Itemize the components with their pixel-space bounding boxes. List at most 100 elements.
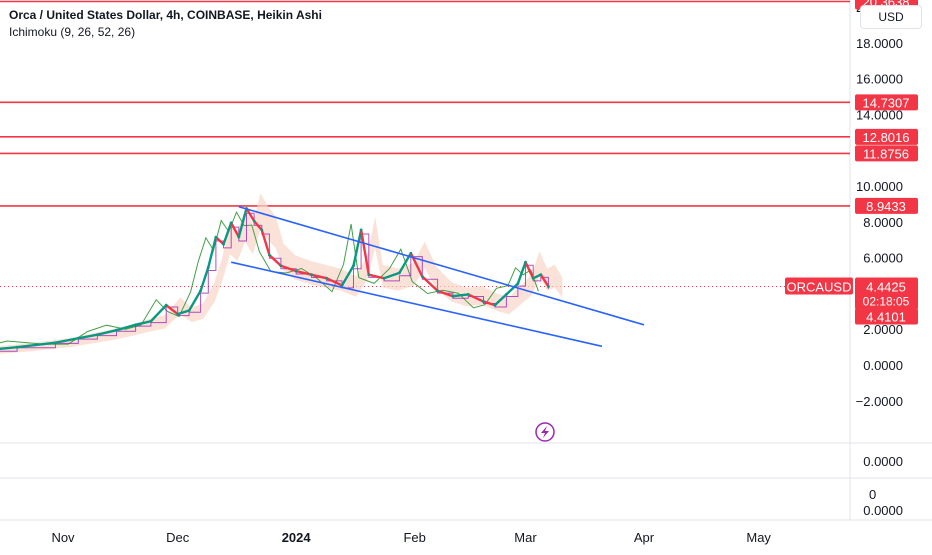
price-point xyxy=(115,328,118,332)
current-price-tag xyxy=(855,277,918,310)
price-segment xyxy=(245,207,256,223)
pane1-label: 0.0000 xyxy=(863,454,903,469)
price-segment xyxy=(54,337,80,344)
price-segment xyxy=(352,228,363,267)
level-tag xyxy=(855,94,918,111)
level-tag-label: 14.7307 xyxy=(863,95,910,110)
price-segment xyxy=(279,264,298,273)
y-tick-label: 16.0000 xyxy=(856,72,903,87)
price-segment xyxy=(260,228,271,257)
price-point xyxy=(516,282,520,286)
currency-button[interactable]: USD xyxy=(860,5,922,29)
price-segment xyxy=(134,320,153,327)
price-point xyxy=(359,228,363,232)
price-point xyxy=(252,219,256,223)
price-segment xyxy=(505,282,520,296)
level-tag-label: 20.3638 xyxy=(863,0,910,9)
price-segment xyxy=(96,329,118,336)
price-point xyxy=(451,294,455,298)
level-tag-label: 12.8016 xyxy=(863,130,910,145)
price-point xyxy=(325,276,329,280)
symbol-tag xyxy=(785,277,853,295)
price-segment xyxy=(187,289,202,312)
price-segment xyxy=(451,293,470,298)
price-point xyxy=(229,221,233,225)
price-segment xyxy=(516,260,527,285)
y-tick-label: 0.0000 xyxy=(863,358,903,373)
price-point xyxy=(15,345,19,349)
price-point xyxy=(352,264,355,268)
price-segment xyxy=(0,346,19,351)
price-segment xyxy=(268,253,283,267)
price-point xyxy=(134,323,138,327)
x-tick-label: Feb xyxy=(403,530,425,545)
price-segment xyxy=(421,275,439,293)
x-tick-label: 2024 xyxy=(282,530,312,545)
price-point xyxy=(187,309,191,312)
price-point xyxy=(206,266,210,269)
price-point xyxy=(310,273,313,277)
price-segment xyxy=(340,264,355,287)
chart-title: Orca / United States Dollar, 4h, COINBAS… xyxy=(9,8,322,22)
price-segment xyxy=(115,323,137,332)
price-point xyxy=(382,276,386,280)
price-segment xyxy=(222,221,233,246)
secondary-price-label: 4.4101 xyxy=(866,309,906,324)
price-point xyxy=(493,303,497,307)
price-point xyxy=(409,251,413,255)
channel-line xyxy=(231,261,603,348)
price-point xyxy=(76,336,80,340)
price-segment xyxy=(207,235,218,269)
price-segment xyxy=(524,260,535,280)
price-segment xyxy=(359,228,370,276)
price-segment xyxy=(436,289,455,298)
price-segment xyxy=(367,273,386,280)
x-tick-label: Nov xyxy=(51,530,75,545)
price-segment xyxy=(199,266,210,293)
level-tag-label: 8.9433 xyxy=(866,199,906,214)
price-point xyxy=(531,276,535,280)
price-segment xyxy=(77,333,99,340)
lightning-icon[interactable] xyxy=(535,422,555,442)
price-segment xyxy=(214,235,225,246)
price-point xyxy=(214,235,218,239)
y-tick-label: 18.0000 xyxy=(856,36,903,51)
grid-layer xyxy=(0,0,932,521)
price-point xyxy=(222,242,225,246)
price-segment xyxy=(466,293,485,303)
price-point xyxy=(367,273,371,277)
price-point xyxy=(199,289,203,293)
price-point xyxy=(504,293,508,296)
lightning-icon-glyph xyxy=(541,426,549,438)
price-segment xyxy=(237,207,248,239)
horizontal-levels xyxy=(0,0,850,287)
price-segment xyxy=(149,303,168,323)
price-segment xyxy=(294,269,313,276)
x-axis: Nov Dec 2024 Feb Mar Apr May xyxy=(51,530,771,545)
price-point xyxy=(539,273,543,277)
price-point xyxy=(96,333,99,337)
price-point xyxy=(260,228,264,232)
price-point xyxy=(279,264,283,268)
price-point xyxy=(164,303,168,307)
price-point xyxy=(268,253,271,257)
y-tick-label: 6.0000 xyxy=(863,251,903,266)
price-point xyxy=(176,312,180,316)
level-tag xyxy=(855,128,918,145)
price-segment xyxy=(482,300,497,307)
current-price-label: 4.4425 xyxy=(866,279,906,294)
level-tag xyxy=(855,145,918,162)
price-point xyxy=(466,293,470,296)
price-point xyxy=(294,269,298,273)
x-tick-label: Dec xyxy=(166,530,190,545)
x-tick-label: Apr xyxy=(634,530,655,545)
x-tick-label: Mar xyxy=(514,530,537,545)
level-tag-label: 11.8756 xyxy=(863,146,909,161)
price-point xyxy=(397,271,401,275)
indicator-label[interactable]: Ichimoku (9, 26, 52, 26) xyxy=(9,25,136,39)
price-point xyxy=(547,285,550,288)
price-segment xyxy=(310,273,328,280)
